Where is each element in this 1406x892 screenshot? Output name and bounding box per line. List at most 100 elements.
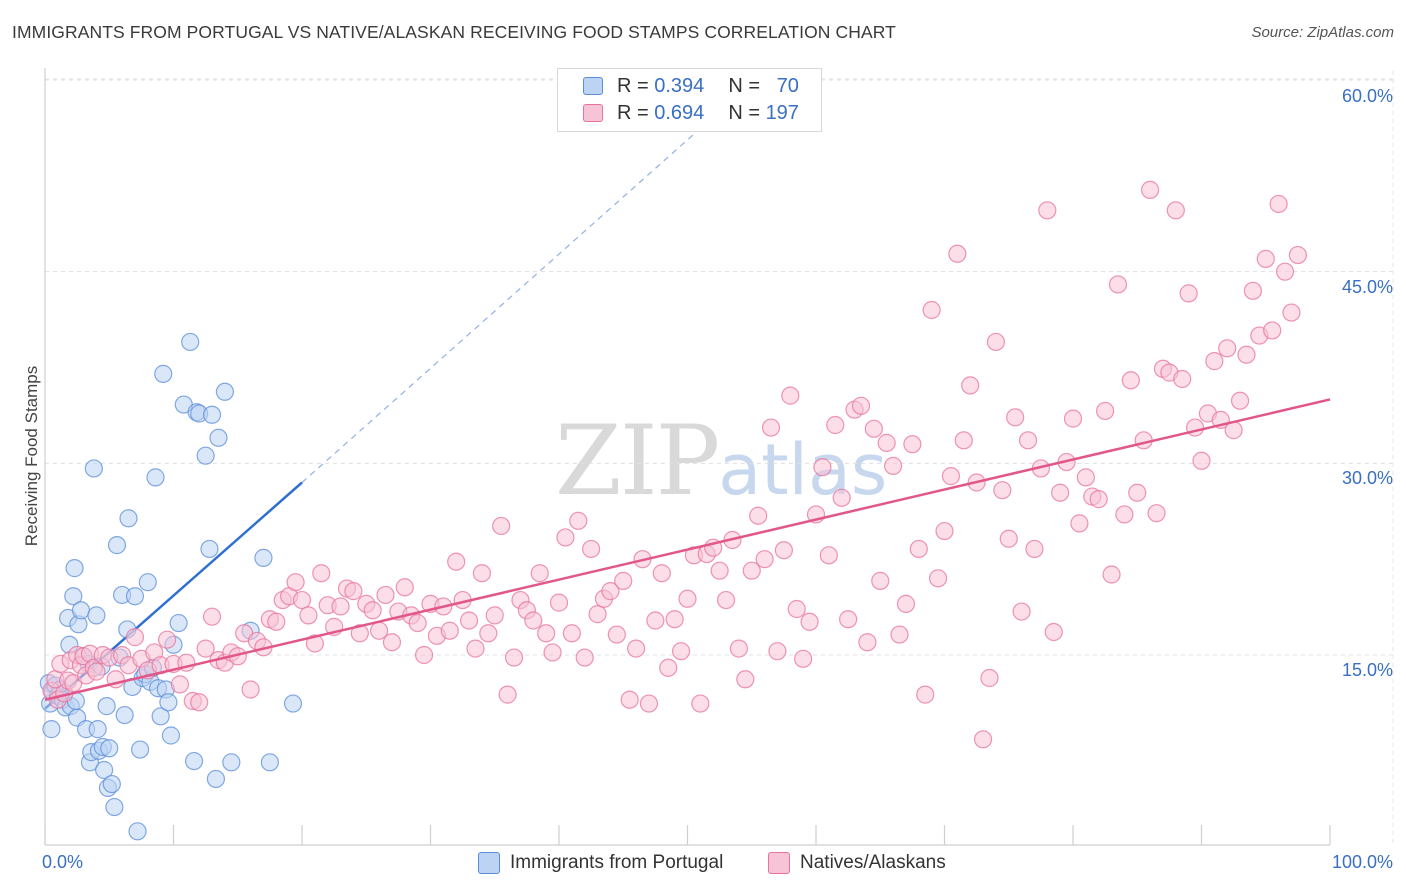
- data-point: [781, 386, 800, 405]
- data-point: [107, 536, 127, 555]
- data-point: [146, 468, 165, 487]
- data-point: [639, 694, 659, 713]
- swatch-pink-icon: [583, 104, 603, 122]
- data-point: [485, 606, 504, 625]
- data-point: [1269, 194, 1288, 214]
- legend-swatch-blue-icon: [478, 852, 500, 874]
- data-point: [665, 610, 684, 629]
- data-point: [1089, 490, 1108, 509]
- data-point: [350, 624, 369, 643]
- stats-legend-row-natives: R = 0.694 N = 197: [558, 100, 799, 126]
- data-point: [190, 693, 209, 712]
- data-point: [286, 573, 305, 592]
- data-point: [986, 332, 1006, 352]
- data-point: [1147, 504, 1166, 523]
- data-point: [170, 675, 190, 694]
- data-point: [659, 658, 678, 677]
- data-point: [537, 624, 556, 643]
- data-point: [202, 607, 222, 626]
- data-point: [459, 611, 479, 630]
- data-point: [607, 625, 626, 644]
- y-axis-label: Receiving Food Stamps: [22, 365, 41, 547]
- data-point: [312, 564, 331, 583]
- data-point: [169, 613, 188, 633]
- grid-lines: [45, 71, 1394, 845]
- trend-line-portugal: [44, 105, 727, 710]
- data-point: [993, 481, 1012, 500]
- data-point: [1237, 345, 1256, 364]
- data-point: [331, 597, 350, 616]
- data-point: [562, 624, 581, 643]
- stats-legend: R = 0.394 N = 70 R = 0.694 N = 197: [557, 68, 822, 132]
- data-point: [95, 760, 114, 780]
- r-value: 0.694: [654, 101, 705, 124]
- data-point: [1256, 249, 1275, 268]
- y-tick-label-45: 45.0%: [1341, 277, 1393, 297]
- data-point: [1128, 483, 1147, 502]
- data-point: [71, 601, 91, 620]
- x-tick-label-100: 100.0%: [1331, 852, 1393, 872]
- watermark: ZIPatlas: [555, 405, 887, 517]
- data-point: [588, 605, 607, 624]
- data-point: [524, 611, 543, 630]
- data-point: [948, 244, 967, 263]
- data-point: [671, 642, 691, 661]
- axes: [44, 68, 1331, 846]
- y-tick-label-15: 15.0%: [1341, 660, 1393, 680]
- data-point: [652, 564, 671, 583]
- data-point: [1173, 369, 1192, 389]
- data-point: [678, 589, 697, 608]
- data-point: [729, 639, 749, 658]
- data-point: [1102, 565, 1121, 584]
- data-point: [196, 639, 215, 658]
- data-point: [181, 332, 200, 352]
- data-point: [999, 529, 1018, 548]
- data-point: [440, 621, 459, 640]
- data-point: [1275, 262, 1295, 281]
- data-point: [890, 625, 909, 644]
- data-point: [896, 594, 916, 613]
- data-point: [1051, 483, 1070, 502]
- legend-item-natives: Natives/Alaskans: [768, 852, 946, 874]
- data-point: [344, 582, 363, 601]
- data-point: [832, 488, 851, 507]
- data-point: [414, 645, 434, 665]
- data-point: [498, 685, 517, 704]
- legend-item-portugal: Immigrants from Portugal: [478, 852, 723, 874]
- y-tick-label-30: 30.0%: [1341, 468, 1393, 488]
- data-point: [851, 396, 871, 415]
- data-point: [980, 668, 999, 688]
- data-point: [774, 541, 793, 560]
- data-point: [620, 690, 639, 709]
- data-point: [363, 601, 382, 620]
- data-point: [138, 573, 157, 592]
- data-point: [839, 610, 858, 629]
- data-point: [819, 546, 838, 565]
- data-point: [42, 720, 61, 739]
- data-point: [903, 435, 922, 454]
- data-point: [1044, 622, 1063, 642]
- data-point: [1025, 539, 1044, 559]
- data-point: [749, 506, 768, 525]
- data-point: [184, 751, 204, 771]
- r-label: R =: [617, 101, 649, 124]
- data-point: [100, 739, 119, 758]
- data-point: [1038, 201, 1057, 220]
- data-point: [883, 456, 903, 475]
- data-point: [215, 382, 234, 401]
- n-value: 197: [765, 101, 799, 124]
- data-point: [710, 561, 729, 580]
- data-point: [1205, 352, 1224, 371]
- data-point: [222, 753, 241, 772]
- series-legend: Immigrants from Portugal Natives/Alaskan…: [0, 852, 1406, 878]
- legend-label-portugal: Immigrants from Portugal: [510, 852, 724, 873]
- data-point: [1070, 514, 1089, 533]
- data-point: [267, 612, 286, 631]
- data-point: [200, 539, 219, 559]
- data-point: [260, 753, 279, 772]
- data-point: [626, 639, 646, 658]
- data-point: [1179, 284, 1198, 303]
- data-point: [941, 467, 961, 486]
- data-point: [646, 611, 665, 630]
